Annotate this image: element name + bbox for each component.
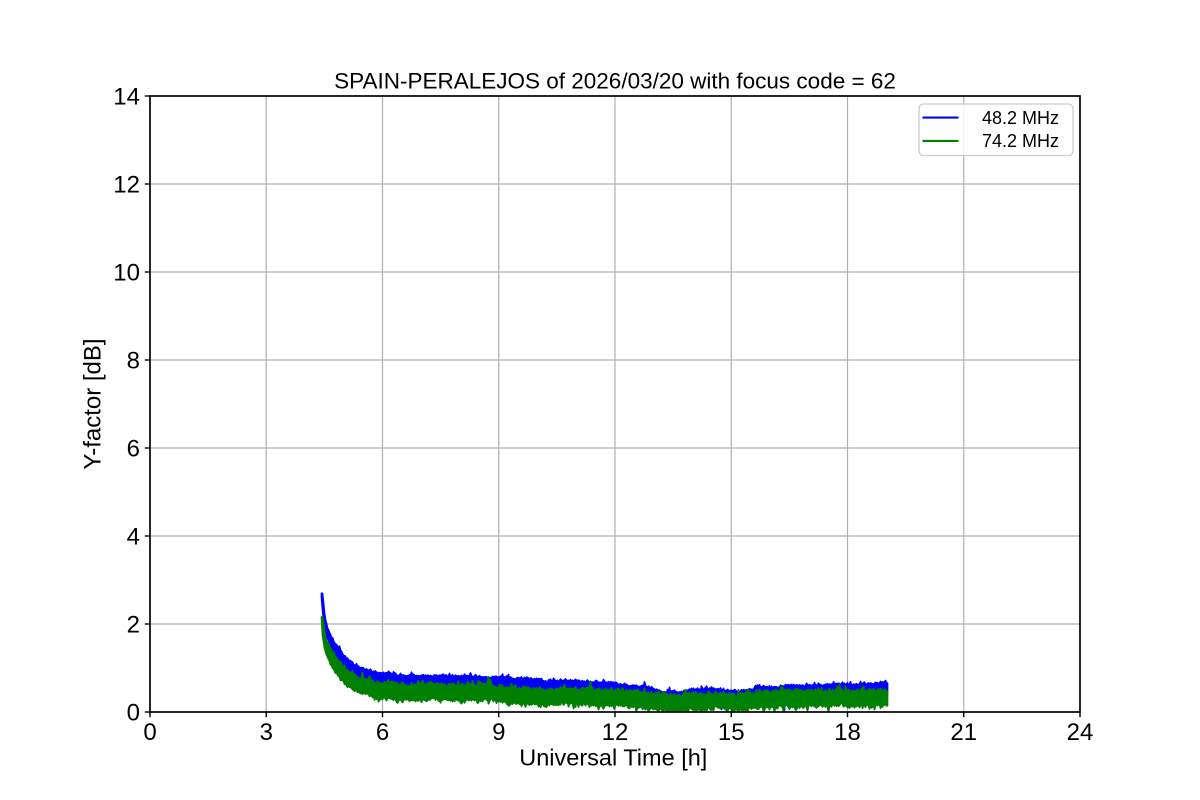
svg-text:10: 10 <box>113 259 140 286</box>
svg-text:Universal Time [h]: Universal Time [h] <box>519 745 707 771</box>
svg-text:24: 24 <box>1067 719 1094 746</box>
svg-text:SPAIN-PERALEJOS of 2026/03/20: SPAIN-PERALEJOS of 2026/03/20 with focus… <box>334 69 896 94</box>
svg-text:8: 8 <box>127 347 140 374</box>
svg-text:0: 0 <box>127 699 140 726</box>
svg-text:48.2 MHz: 48.2 MHz <box>982 108 1059 128</box>
svg-text:6: 6 <box>127 435 140 462</box>
svg-text:3: 3 <box>260 719 273 746</box>
svg-text:18: 18 <box>834 719 861 746</box>
svg-text:6: 6 <box>376 719 389 746</box>
svg-text:12: 12 <box>113 171 140 198</box>
svg-text:21: 21 <box>950 719 977 746</box>
svg-text:14: 14 <box>113 83 140 110</box>
svg-text:0: 0 <box>143 719 156 746</box>
svg-text:Y-factor [dB]: Y-factor [dB] <box>80 338 107 469</box>
svg-text:2: 2 <box>127 611 140 638</box>
svg-text:12: 12 <box>602 719 629 746</box>
svg-text:4: 4 <box>127 523 140 550</box>
svg-text:9: 9 <box>492 719 505 746</box>
svg-text:15: 15 <box>718 719 745 746</box>
svg-text:74.2 MHz: 74.2 MHz <box>982 131 1059 151</box>
